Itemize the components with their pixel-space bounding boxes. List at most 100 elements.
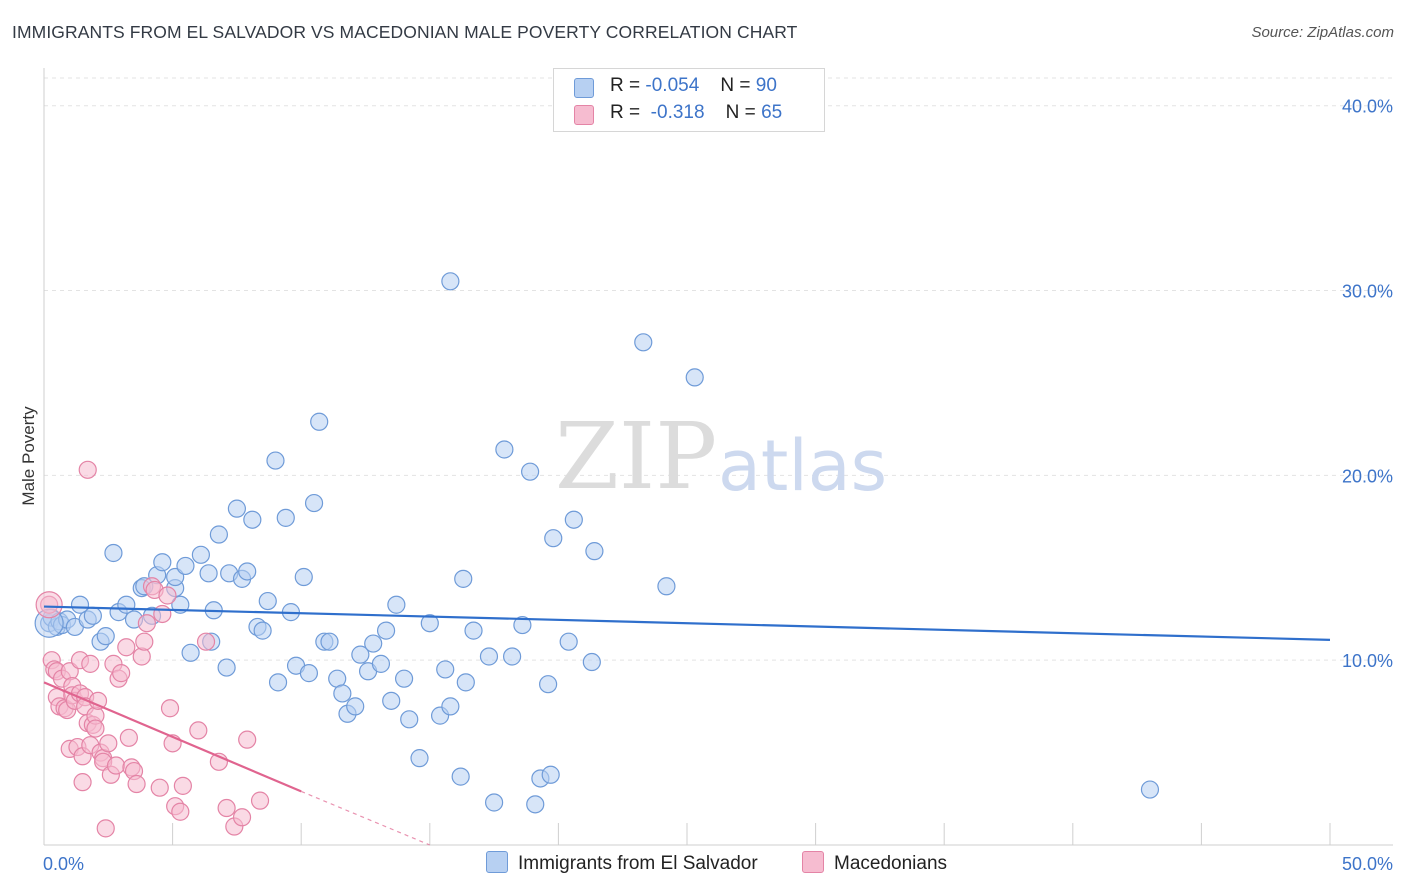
data-point-el-salvador	[276, 508, 295, 527]
data-point-el-salvador	[456, 673, 475, 692]
data-point-el-salvador	[320, 632, 339, 651]
r-value: -0.318	[645, 102, 705, 123]
data-point-el-salvador	[258, 591, 277, 611]
data-point-el-salvador	[454, 569, 473, 588]
data-point-macedonians	[250, 791, 270, 810]
data-point-macedonians	[173, 776, 192, 795]
data-point-macedonians	[119, 728, 138, 747]
trend-line-macedonians-extension	[300, 790, 431, 846]
data-point-macedonians	[217, 798, 236, 818]
data-point-el-salvador	[243, 510, 262, 529]
y-tick-label: 10.0%	[1342, 651, 1393, 671]
data-point-el-salvador	[479, 647, 499, 666]
r-label: R =	[610, 75, 641, 96]
data-point-el-salvador	[217, 658, 236, 677]
data-point-el-salvador	[104, 543, 123, 563]
data-point-el-salvador	[176, 556, 195, 576]
data-point-macedonians	[150, 778, 169, 797]
data-point-el-salvador	[191, 545, 210, 564]
r-label: R =	[610, 102, 641, 123]
data-point-macedonians	[81, 654, 100, 673]
data-point-el-salvador	[436, 660, 455, 679]
data-point-el-salvador	[166, 567, 185, 587]
data-point-macedonians	[127, 774, 146, 794]
data-point-el-salvador	[153, 553, 172, 572]
bottom-legend-el-salvador: Immigrants from El Salvador	[486, 851, 758, 877]
data-point-el-salvador	[310, 412, 329, 431]
r-value: -0.054	[645, 75, 700, 96]
source-label: Source: ZipAtlas.com	[1251, 24, 1394, 41]
bottom-legend-macedonians: Macedonians	[802, 851, 947, 877]
data-point-el-salvador	[544, 529, 563, 548]
data-point-macedonians-cluster	[35, 591, 63, 619]
n-value: 90	[755, 75, 777, 96]
data-point-el-salvador	[382, 691, 401, 710]
data-point-el-salvador	[464, 621, 483, 640]
data-point-el-salvador	[266, 451, 285, 470]
bottom-legend-swatch-pink	[802, 851, 824, 873]
axes	[43, 68, 1393, 846]
data-point-el-salvador	[394, 669, 414, 688]
data-point-el-salvador	[227, 499, 246, 518]
y-tick-labels: 10.0% 20.0% 30.0% 40.0%	[1342, 97, 1393, 671]
bottom-legend-label-macedonians: Macedonians	[834, 853, 948, 874]
data-point-el-salvador	[351, 645, 370, 664]
data-point-macedonians	[73, 773, 92, 792]
data-point-el-salvador	[83, 606, 102, 625]
data-point-el-salvador	[238, 562, 257, 581]
data-point-el-salvador	[485, 793, 504, 812]
trend-line-el-salvador	[43, 605, 1331, 641]
data-point-el-salvador	[541, 765, 560, 784]
y-axis-label: Male Poverty	[19, 406, 38, 506]
bottom-legend-swatch-blue	[486, 851, 508, 873]
legend-row-macedonians: R = -0.318 N = 65	[574, 102, 782, 126]
data-point-el-salvador	[209, 525, 228, 544]
watermark-zip: ZIP	[555, 403, 717, 510]
y-tick-label: 20.0%	[1342, 466, 1393, 486]
data-point-el-salvador	[376, 621, 396, 640]
data-point-el-salvador	[181, 643, 200, 662]
data-point-el-salvador	[441, 697, 460, 716]
legend-swatch-pink	[574, 105, 594, 125]
data-point-el-salvador	[521, 462, 540, 481]
data-point-el-salvador	[503, 647, 522, 666]
data-point-el-salvador	[253, 621, 272, 640]
data-point-macedonians	[137, 614, 156, 633]
data-point-el-salvador	[585, 542, 604, 561]
data-point-el-salvador	[199, 564, 218, 583]
chart-title: IMMIGRANTS FROM EL SALVADOR VS MACEDONIA…	[12, 22, 798, 42]
trend-lines	[43, 605, 1331, 846]
data-point-el-salvador	[1140, 780, 1160, 799]
data-point-el-salvador	[346, 697, 365, 716]
data-point-el-salvador	[539, 675, 558, 694]
data-point-macedonians	[99, 734, 118, 753]
data-point-macedonians	[232, 808, 252, 827]
data-point-el-salvador	[441, 272, 460, 291]
y-tick-label: 40.0%	[1342, 97, 1393, 117]
data-point-el-salvador	[451, 767, 470, 786]
data-point-el-salvador	[371, 654, 391, 673]
x-tick-label-max: 50.0%	[1342, 854, 1393, 874]
data-point-el-salvador	[410, 749, 429, 768]
correlation-legend: R = -0.054 N = 90 R = -0.318 N = 65	[553, 68, 825, 132]
data-point-el-salvador	[685, 368, 704, 387]
data-point-el-salvador	[96, 627, 115, 646]
data-point-el-salvador	[364, 634, 383, 653]
data-point-macedonians	[153, 604, 172, 624]
data-point-el-salvador	[299, 664, 319, 683]
data-point-el-salvador	[657, 577, 676, 596]
data-point-macedonians	[160, 699, 180, 718]
data-point-macedonians	[132, 647, 151, 666]
data-point-el-salvador	[304, 493, 324, 513]
data-point-macedonians	[96, 819, 115, 838]
data-point-el-salvador	[582, 652, 601, 672]
data-point-macedonians	[78, 460, 97, 479]
data-point-el-salvador	[70, 595, 90, 614]
data-point-macedonians	[117, 638, 136, 657]
data-point-el-salvador	[495, 440, 514, 459]
data-point-el-salvador	[634, 333, 653, 352]
data-point-macedonians	[112, 664, 131, 683]
n-label: N =	[725, 102, 756, 123]
data-point-macedonians	[238, 730, 257, 749]
